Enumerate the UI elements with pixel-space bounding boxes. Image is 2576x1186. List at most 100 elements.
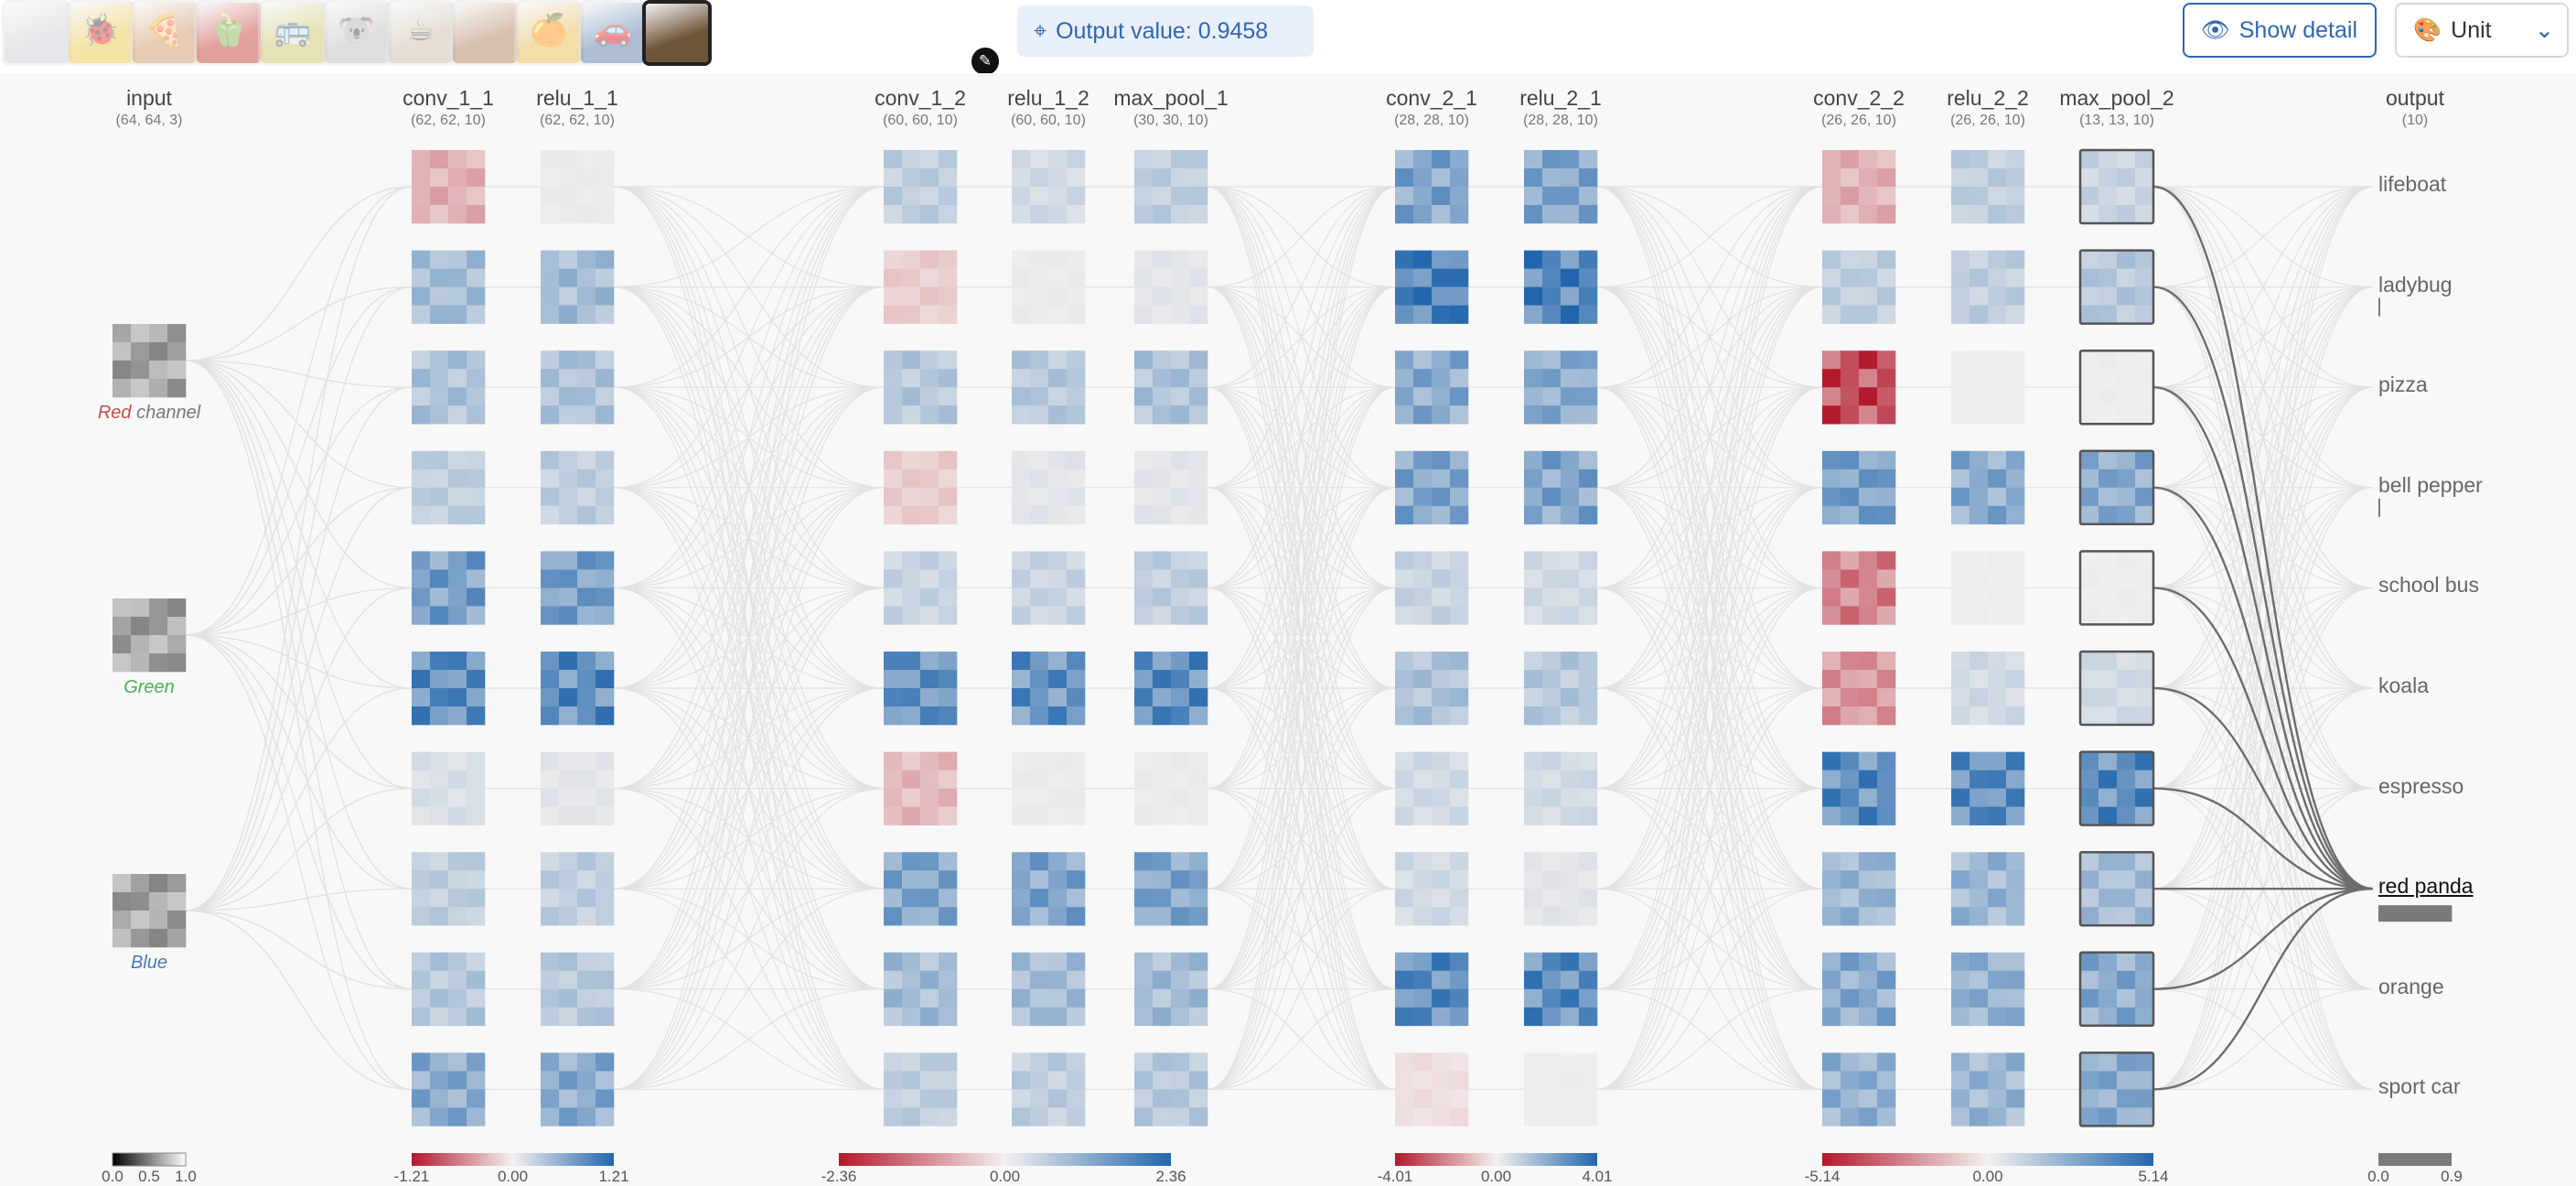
feature-map-tile[interactable]	[2078, 148, 2155, 225]
feature-map-tile[interactable]	[1012, 350, 1086, 425]
gallery-thumb-4[interactable]: 🫑	[194, 0, 263, 66]
feature-map-tile[interactable]	[412, 350, 486, 425]
feature-map-tile[interactable]	[412, 450, 486, 525]
feature-map-tile[interactable]	[1822, 450, 1896, 525]
feature-map-tile[interactable]	[884, 350, 958, 425]
feature-map-tile[interactable]	[1822, 652, 1896, 726]
feature-map-tile[interactable]	[1524, 551, 1598, 625]
feature-map-tile[interactable]	[1134, 350, 1208, 425]
feature-map-tile[interactable]	[1951, 652, 2025, 726]
layer-header-conv_2_2[interactable]: conv_2_2 (26, 26, 10)	[1767, 86, 1950, 130]
feature-map-tile[interactable]	[1524, 350, 1598, 425]
pencil-icon[interactable]: ✎	[970, 46, 1001, 77]
layer-header-conv_1_1[interactable]: conv_1_1 (62, 62, 10)	[357, 86, 540, 130]
feature-map-tile[interactable]	[1822, 250, 1896, 324]
feature-map-tile[interactable]	[2078, 750, 2155, 826]
gallery-thumb-6[interactable]: 🐨	[322, 0, 392, 66]
feature-map-tile[interactable]	[2078, 951, 2155, 1028]
feature-map-tile[interactable]	[1012, 852, 1086, 926]
feature-map-tile[interactable]	[1524, 1052, 1598, 1127]
feature-map-tile[interactable]	[1951, 450, 2025, 525]
feature-map-tile[interactable]	[1951, 250, 2025, 324]
layer-header-relu_1_1[interactable]: relu_1_1 (62, 62, 10)	[486, 86, 669, 130]
output-class-label[interactable]: sport car	[2378, 1074, 2461, 1099]
feature-map-tile[interactable]	[884, 652, 958, 726]
feature-map-tile[interactable]	[1951, 551, 2025, 625]
feature-map-tile[interactable]	[412, 652, 486, 726]
layer-header-conv_2_1[interactable]: conv_2_1 (28, 28, 10)	[1340, 86, 1523, 130]
feature-map-tile[interactable]	[1822, 551, 1896, 625]
feature-map-tile[interactable]	[1012, 1052, 1086, 1127]
feature-map-tile[interactable]	[1524, 952, 1598, 1027]
feature-map-tile[interactable]	[1395, 450, 1469, 525]
feature-map-tile[interactable]	[1012, 450, 1086, 525]
feature-map-tile[interactable]	[884, 150, 958, 224]
feature-map-tile[interactable]	[1524, 852, 1598, 926]
gallery-thumb-10[interactable]: 🚗	[578, 0, 648, 66]
output-class-label[interactable]: pizza	[2378, 372, 2428, 397]
output-class-label[interactable]: lifeboat	[2378, 172, 2447, 196]
feature-map-tile[interactable]	[1395, 952, 1469, 1027]
unit-select[interactable]: 🎨 Unit ⌄	[2395, 3, 2569, 58]
feature-map-tile[interactable]	[541, 250, 615, 324]
feature-map-tile[interactable]	[541, 1052, 615, 1127]
feature-map-tile[interactable]	[412, 150, 486, 224]
feature-map-tile[interactable]	[1012, 250, 1086, 324]
gallery-thumb-7[interactable]: ☕	[386, 0, 456, 66]
output-class-label[interactable]: orange	[2378, 974, 2444, 998]
feature-map-tile[interactable]	[1822, 852, 1896, 926]
feature-map-tile[interactable]	[1524, 450, 1598, 525]
feature-map-tile[interactable]	[541, 551, 615, 625]
feature-map-tile[interactable]	[1822, 952, 1896, 1027]
feature-map-tile[interactable]	[1134, 250, 1208, 324]
feature-map-tile[interactable]	[1524, 250, 1598, 324]
feature-map-tile[interactable]	[541, 852, 615, 926]
feature-map-tile[interactable]	[1012, 551, 1086, 625]
gallery-thumb-3[interactable]: 🍕	[130, 0, 199, 66]
feature-map-tile[interactable]	[1951, 751, 2025, 825]
feature-map-tile[interactable]	[1134, 952, 1208, 1027]
feature-map-tile[interactable]	[1822, 751, 1896, 825]
feature-map-tile[interactable]	[1134, 150, 1208, 224]
layer-header-relu_2_2[interactable]: relu_2_2 (26, 26, 10)	[1896, 86, 2079, 130]
feature-map-tile[interactable]	[2078, 1051, 2155, 1127]
feature-map-tile[interactable]	[1012, 150, 1086, 224]
output-class-label[interactable]: ladybug	[2378, 272, 2453, 296]
feature-map-tile[interactable]	[541, 952, 615, 1027]
layer-header-relu_1_2[interactable]: relu_1_2 (60, 60, 10)	[957, 86, 1140, 130]
feature-map-tile[interactable]	[1134, 1052, 1208, 1127]
feature-map-tile[interactable]	[412, 250, 486, 324]
feature-map-tile[interactable]	[1951, 150, 2025, 224]
feature-map-tile[interactable]	[1951, 852, 2025, 926]
feature-map-tile[interactable]	[1395, 751, 1469, 825]
feature-map-tile[interactable]	[2078, 449, 2155, 526]
feature-map-tile[interactable]	[1395, 1052, 1469, 1127]
input-channel-tile[interactable]	[113, 874, 187, 948]
feature-map-tile[interactable]	[884, 1052, 958, 1127]
feature-map-tile[interactable]	[884, 551, 958, 625]
feature-map-tile[interactable]	[412, 852, 486, 926]
layer-header-relu_2_1[interactable]: relu_2_1 (28, 28, 10)	[1469, 86, 1652, 130]
feature-map-tile[interactable]	[2078, 650, 2155, 727]
feature-map-tile[interactable]	[2078, 249, 2155, 325]
gallery-thumb-8[interactable]	[450, 0, 520, 66]
feature-map-tile[interactable]	[541, 350, 615, 425]
input-channel-tile[interactable]	[113, 324, 187, 398]
layer-header-conv_1_2[interactable]: conv_1_2 (60, 60, 10)	[829, 86, 1012, 130]
feature-map-tile[interactable]	[1822, 350, 1896, 425]
feature-map-tile[interactable]	[1524, 150, 1598, 224]
feature-map-tile[interactable]	[412, 952, 486, 1027]
feature-map-tile[interactable]	[1524, 652, 1598, 726]
output-class-label[interactable]: red panda	[2378, 874, 2474, 899]
feature-map-tile[interactable]	[884, 751, 958, 825]
feature-map-tile[interactable]	[1822, 150, 1896, 224]
feature-map-tile[interactable]	[1951, 1052, 2025, 1127]
feature-map-tile[interactable]	[2078, 349, 2155, 426]
layer-header-max_pool_1[interactable]: max_pool_1 (30, 30, 10)	[1079, 86, 1262, 130]
output-class-label[interactable]: koala	[2378, 674, 2429, 697]
feature-map-tile[interactable]	[541, 652, 615, 726]
feature-map-tile[interactable]	[412, 551, 486, 625]
output-class-label[interactable]: bell pepper	[2378, 472, 2483, 497]
feature-map-tile[interactable]	[1395, 150, 1469, 224]
feature-map-tile[interactable]	[1951, 952, 2025, 1027]
